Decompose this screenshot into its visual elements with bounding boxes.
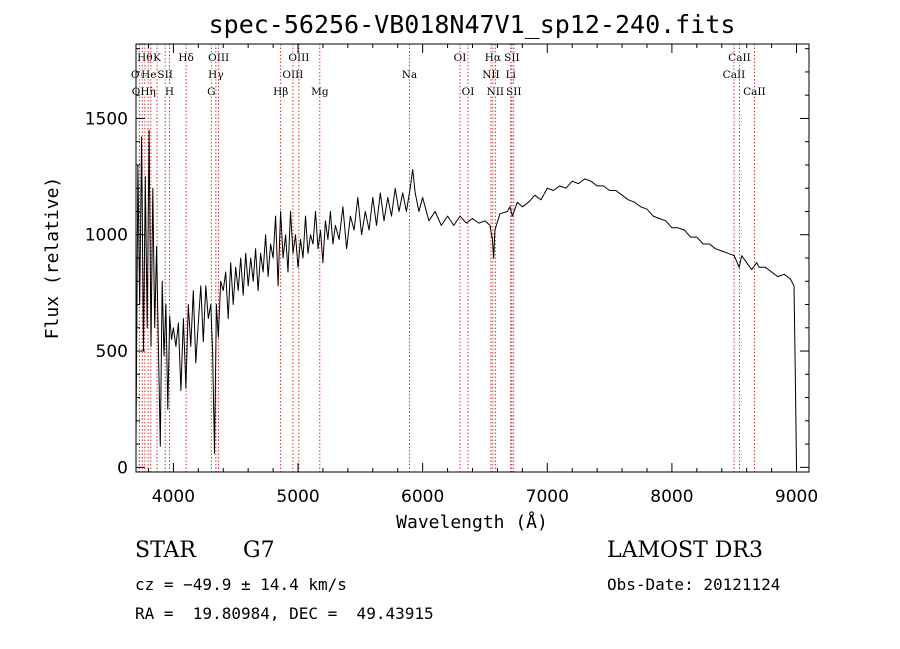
line-markers: OIIOIIIHθHηHeIKSIIHHδGHγOIIIHβOIIIOIIIMg… <box>130 44 767 472</box>
y-axis-label: Flux (relative) <box>42 177 63 340</box>
y-tick-label: 1500 <box>85 109 128 129</box>
line-marker-label: OIII <box>282 69 303 81</box>
axis-ticks: 4000 5000 6000 7000 8000 9000 0 500 1000 1500 <box>85 44 818 507</box>
coordinates: RA = 19.80984, DEC = 49.43915 <box>135 604 434 623</box>
line-marker-label: OIII <box>288 52 309 64</box>
line-marker-label: NII <box>487 86 504 98</box>
line-marker-label: H <box>165 86 174 98</box>
line-marker-label: SII <box>504 52 520 64</box>
line-marker-label: Li <box>506 69 517 81</box>
spectrum-series <box>135 129 797 468</box>
x-tick-label: 4000 <box>152 487 195 507</box>
line-marker-label: CaII <box>743 86 766 98</box>
y-tick-label: 500 <box>96 342 128 362</box>
object-class: STAR <box>135 538 196 563</box>
line-marker-label: G <box>207 86 215 98</box>
line-marker-label: Na <box>402 69 417 81</box>
line-marker-label: OI <box>462 86 475 98</box>
observation-date: Obs-Date: 20121124 <box>607 575 781 594</box>
redshift-value: cz = −49.9 ± 14.4 km/s <box>135 575 347 594</box>
line-marker-label: NII <box>482 69 499 81</box>
line-marker-label: OI <box>454 52 467 64</box>
line-marker-label: Hγ <box>208 69 223 81</box>
line-marker-label: Hθ <box>137 52 152 64</box>
object-subclass: G7 <box>243 538 275 563</box>
x-tick-label: 5000 <box>276 487 319 507</box>
x-tick-label: 8000 <box>650 487 693 507</box>
line-marker-label: Hβ <box>273 86 288 98</box>
line-marker-label: HeI <box>141 69 161 81</box>
line-marker-label: Mg <box>311 86 329 98</box>
y-tick-label: 1000 <box>85 226 128 246</box>
line-marker-label: Hδ <box>178 52 193 64</box>
survey-name: LAMOST DR3 <box>607 538 763 563</box>
chart-title: spec-56256-VB018N47V1_sp12-240.fits <box>209 10 736 39</box>
line-marker-label: Hη <box>140 86 155 98</box>
x-tick-label: 9000 <box>775 487 818 507</box>
spectrum-line <box>135 129 797 468</box>
line-marker-label: OII <box>131 69 148 81</box>
line-marker-label: Hα <box>485 52 501 64</box>
x-tick-label: 6000 <box>401 487 444 507</box>
line-marker-label: K <box>153 52 161 64</box>
x-axis-label: Wavelength (Å) <box>396 511 548 533</box>
line-marker-label: CaII <box>728 52 751 64</box>
y-tick-label: 0 <box>117 458 128 478</box>
line-marker-label: CaII <box>723 69 746 81</box>
line-marker-label: OIII <box>208 52 229 64</box>
x-tick-label: 7000 <box>526 487 569 507</box>
line-marker-label: SII <box>157 69 173 81</box>
plot-frame <box>135 43 810 473</box>
line-marker-label: SII <box>506 86 522 98</box>
